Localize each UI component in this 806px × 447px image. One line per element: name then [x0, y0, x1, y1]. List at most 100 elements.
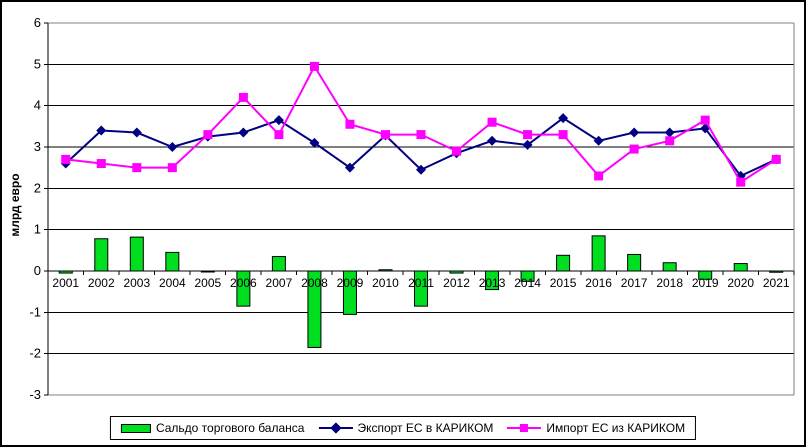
bar-2003: [129, 236, 144, 272]
bar-2002: [94, 238, 109, 272]
y-tick-label--2: -2: [29, 346, 41, 361]
bar-2018: [662, 262, 677, 272]
y-tick-label--1: -1: [29, 304, 41, 319]
y-tick-label-5: 5: [34, 56, 41, 71]
import-marker-2020: [736, 177, 746, 187]
export-swatch-icon: [318, 422, 353, 434]
export-marker-2004: [167, 142, 178, 152]
export-marker-2017: [629, 127, 640, 138]
import-marker-2017: [629, 144, 639, 154]
legend-label-balance: Сальдо торгового баланса: [155, 421, 305, 435]
import-marker-2016: [594, 171, 604, 181]
bar-2007: [271, 256, 286, 272]
import-marker-2001: [61, 154, 71, 164]
y-tick-label-2: 2: [34, 180, 41, 195]
import-swatch-icon: [507, 422, 542, 434]
export-marker-2008: [309, 137, 320, 148]
import-marker-2013: [487, 117, 497, 127]
year-label-2003: 2003: [123, 276, 150, 290]
bar-2012: [449, 270, 464, 274]
year-label-2015: 2015: [550, 276, 577, 290]
legend-item-balance: Сальдо торгового баланса: [120, 421, 305, 435]
y-tick-label-4: 4: [34, 98, 41, 113]
legend-label-export: Экспорт ЕС в КАРИКОМ: [357, 421, 494, 435]
import-marker-2011: [416, 130, 426, 140]
bar-2009: [342, 270, 357, 315]
import-marker-2014: [523, 130, 533, 140]
bar-2008: [307, 270, 322, 348]
export-marker-2013: [487, 135, 498, 146]
y-axis-title: млрд евро: [8, 173, 22, 237]
export-marker-2018: [664, 127, 675, 138]
year-label-2007: 2007: [266, 276, 293, 290]
year-label-2006: 2006: [230, 276, 257, 290]
year-label-2020: 2020: [727, 276, 754, 290]
export-marker-2015: [558, 113, 569, 124]
year-label-2001: 2001: [52, 276, 79, 290]
year-label-2019: 2019: [692, 276, 719, 290]
import-marker-2012: [452, 146, 462, 156]
import-marker-2021: [771, 154, 781, 164]
bar-2020: [733, 263, 748, 272]
legend-item-import: Импорт ЕС из КАРИКОМ: [507, 421, 685, 435]
year-label-2017: 2017: [621, 276, 648, 290]
bar-2019: [698, 270, 713, 280]
export-marker-2014: [522, 139, 533, 150]
year-label-2009: 2009: [337, 276, 364, 290]
bar-2013: [485, 270, 500, 291]
import-marker-2002: [96, 159, 106, 169]
bar-2001: [58, 270, 73, 274]
bar-2017: [627, 253, 642, 272]
import-marker-2010: [380, 130, 390, 140]
import-marker-2007: [274, 130, 284, 140]
export-marker-2007: [273, 115, 284, 126]
bar-2014: [520, 270, 535, 282]
year-label-2002: 2002: [88, 276, 115, 290]
bar-2016: [591, 235, 606, 272]
export-marker-2002: [96, 125, 107, 136]
import-marker-2019: [700, 115, 710, 125]
bar-2006: [236, 270, 251, 307]
year-label-2008: 2008: [301, 276, 328, 290]
export-marker-2011: [416, 164, 426, 175]
bar-2005: [200, 270, 215, 273]
import-marker-2003: [132, 163, 142, 173]
year-label-2012: 2012: [443, 276, 470, 290]
year-label-2004: 2004: [159, 276, 186, 290]
import-marker-2015: [558, 130, 568, 140]
import-marker-2006: [238, 92, 248, 102]
balance-swatch-icon: [120, 423, 151, 433]
year-label-2010: 2010: [372, 276, 399, 290]
bar-2015: [556, 254, 571, 272]
legend-label-import: Импорт ЕС из КАРИКОМ: [546, 421, 686, 435]
year-label-2005: 2005: [195, 276, 222, 290]
y-tick-label-6: 6: [34, 15, 41, 30]
import-marker-2004: [167, 163, 177, 173]
export-marker-2003: [131, 127, 142, 138]
bar-2011: [414, 270, 428, 307]
legend-item-export: Экспорт ЕС в КАРИКОМ: [318, 421, 493, 435]
year-label-2014: 2014: [514, 276, 541, 290]
bar-2021: [769, 270, 784, 273]
bar-2010: [378, 269, 393, 272]
export-marker-2009: [344, 162, 355, 173]
year-label-2016: 2016: [585, 276, 612, 290]
export-marker-2006: [238, 127, 249, 138]
import-marker-2009: [345, 119, 355, 129]
export-marker-2016: [593, 135, 604, 146]
y-tick-label-0: 0: [34, 263, 41, 278]
year-label-2021: 2021: [763, 276, 790, 290]
import-marker-2018: [665, 136, 675, 146]
bar-2004: [165, 251, 180, 272]
legend-box: Сальдо торгового баланса Экспорт ЕС в КА…: [109, 416, 697, 440]
import-marker-2008: [309, 61, 319, 71]
y-tick-label-1: 1: [34, 222, 41, 237]
year-label-2011: 2011: [408, 276, 434, 290]
y-tick-label--3: -3: [29, 387, 41, 402]
import-marker-2005: [203, 130, 213, 140]
year-label-2013: 2013: [479, 276, 506, 290]
y-tick-label-3: 3: [34, 139, 41, 154]
year-label-2018: 2018: [656, 276, 683, 290]
